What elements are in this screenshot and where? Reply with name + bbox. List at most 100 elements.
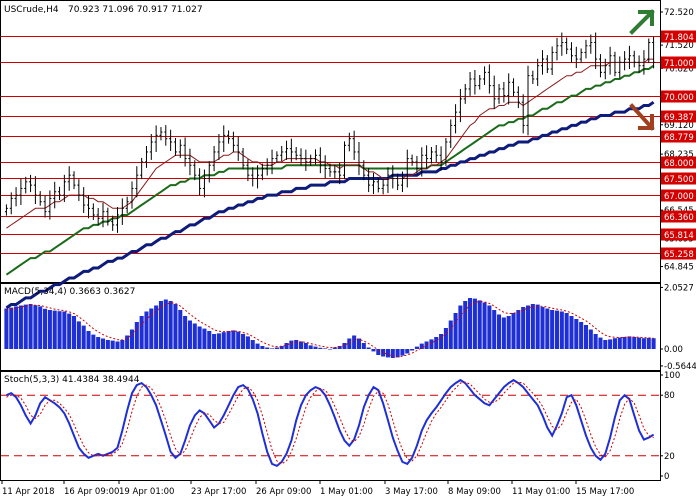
macd-bar (125, 335, 130, 349)
level-label-bg (661, 172, 696, 185)
macd-bar (429, 339, 434, 349)
stoch-signal-line (6, 381, 654, 465)
macd-bar (559, 311, 564, 349)
stoch-tick-label: 0 (664, 472, 669, 482)
macd-bar (410, 349, 415, 351)
macd-bar (120, 340, 125, 349)
macd-bar (593, 334, 598, 349)
macd-bar (622, 337, 627, 349)
macd-bar (86, 331, 91, 349)
stoch-main-line (6, 378, 655, 468)
macd-panel-frame (0, 283, 661, 371)
stoch-axis: 100 80 20 0 (660, 371, 680, 482)
arrow-up-icon (629, 9, 655, 35)
macd-bar (641, 338, 646, 349)
macd-bar (361, 343, 366, 349)
level-label: 68.000 (664, 159, 694, 169)
macd-bar (588, 329, 593, 349)
macd-signal (6, 301, 654, 358)
price-tick-label: 69.120 (664, 121, 694, 131)
level-label-bg (661, 156, 696, 169)
macd-bar (419, 343, 424, 349)
macd-bar (197, 326, 202, 349)
price-panel-frame (0, 0, 661, 283)
level-label-bg (661, 189, 696, 202)
macd-histogram (4, 298, 656, 358)
macd-tick-label: -0.5644 (664, 362, 696, 372)
level-label: 65.258 (664, 250, 694, 260)
level-label-bg (661, 56, 696, 69)
macd-bar (9, 307, 14, 349)
macd-bar (43, 308, 48, 349)
macd-bar (637, 337, 642, 349)
macd-bar (511, 313, 516, 349)
macd-bar (110, 340, 115, 349)
header-symbol: USCrude,H4 (4, 5, 59, 15)
macd-bar (139, 316, 144, 349)
macd-bar (187, 320, 192, 349)
stoch-tick-label: 100 (664, 371, 680, 381)
macd-bar (250, 340, 255, 349)
macd-bar (221, 332, 226, 349)
macd-bar (347, 338, 352, 349)
macd-bar (91, 334, 96, 349)
price-levels (1, 36, 660, 254)
macd-bar (313, 346, 318, 349)
macd-bar (468, 298, 473, 349)
macd-bar (405, 349, 410, 354)
time-tick-label: 1 May 01:00 (320, 487, 373, 497)
macd-bar (646, 337, 651, 349)
time-tick-label: 8 May 09:00 (448, 487, 501, 497)
macd-bar (298, 341, 304, 349)
macd-bar (598, 337, 603, 349)
macd-bar (100, 338, 106, 349)
macd-bar (284, 343, 289, 349)
macd-bar (289, 340, 294, 349)
stoch-lines (6, 378, 655, 468)
price-tick-label: 68.235 (664, 150, 694, 160)
stoch-tick-label: 80 (664, 391, 675, 401)
macd-bar (554, 310, 560, 349)
macd-bar (545, 308, 550, 349)
macd-bar (327, 349, 333, 350)
arrow-down-icon (629, 103, 655, 131)
macd-bar (38, 306, 43, 349)
level-label: 70.000 (664, 93, 694, 103)
macd-bar (376, 349, 381, 355)
level-label-bg (661, 210, 696, 223)
macd-label: MACD(5,34,4) 0.3663 0.3627 (4, 287, 135, 297)
macd-bar (33, 305, 38, 349)
macd-bar (294, 340, 299, 349)
macd-bar (168, 301, 173, 349)
macd-bar (550, 310, 555, 349)
macd-bar (308, 345, 313, 349)
macd-bar (453, 313, 458, 349)
macd-bar (62, 311, 67, 349)
time-tick-label: 15 May 17:00 (576, 487, 634, 497)
macd-bar (47, 310, 52, 349)
stoch-panel-frame (0, 371, 661, 481)
macd-bar (183, 316, 188, 349)
price-bars (4, 32, 656, 233)
macd-bar (67, 313, 72, 349)
price-tick-label: 72.520 (664, 8, 694, 18)
macd-bar (265, 347, 270, 349)
macd-bar (352, 335, 357, 349)
macd-bar (163, 299, 168, 349)
time-tick-label: 16 Apr 09:00 (64, 487, 119, 497)
macd-bar (569, 316, 574, 349)
macd-bar (535, 304, 540, 349)
macd-bar (178, 310, 183, 349)
macd-bar (651, 338, 656, 349)
macd-bar (395, 349, 400, 358)
macd-bar (260, 346, 265, 349)
macd-bar (23, 304, 28, 349)
macd-bar (632, 337, 637, 349)
macd-bar (371, 349, 376, 352)
macd-bar (414, 346, 419, 349)
macd-bar (540, 307, 545, 349)
time-tick-label: 11 Apr 2018 (2, 487, 55, 497)
macd-bar (134, 322, 139, 349)
